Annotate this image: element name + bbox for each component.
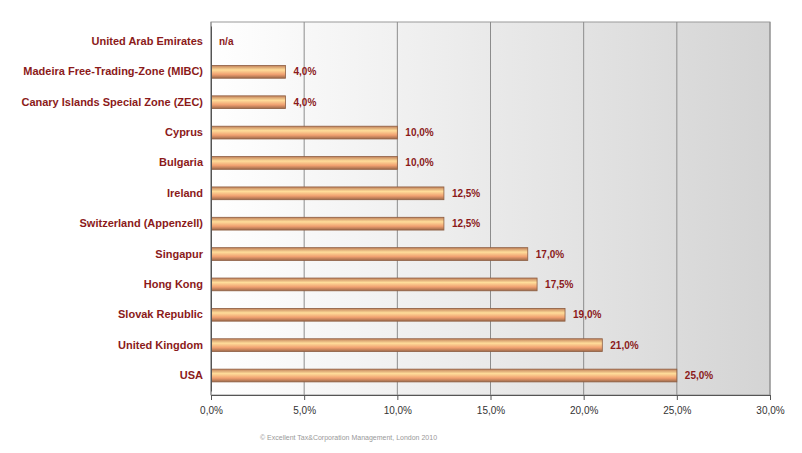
category-label: Singapur bbox=[155, 248, 203, 260]
data-label: 12,5% bbox=[452, 188, 480, 199]
category-label: United Kingdom bbox=[118, 339, 203, 351]
tick: Bulgaria bbox=[159, 156, 211, 168]
category-label: USA bbox=[180, 369, 203, 381]
data-label: 10,0% bbox=[405, 127, 433, 138]
bar bbox=[211, 248, 528, 261]
bar bbox=[211, 278, 537, 291]
tick: 20,0% bbox=[570, 395, 598, 416]
tick: 30,0% bbox=[756, 395, 784, 416]
tick-label: 30,0% bbox=[756, 405, 784, 416]
x-axis: 0,0% 5,0% 10,0% 15,0% 20,0% 25,0% 30,0% bbox=[200, 395, 785, 416]
grid-line bbox=[676, 22, 677, 395]
tick-mark bbox=[397, 395, 398, 400]
tick-label: 5,0% bbox=[293, 405, 316, 416]
tick-mark bbox=[304, 395, 305, 400]
category-label: Bulgaria bbox=[159, 156, 204, 168]
category-label: Cyprus bbox=[165, 126, 203, 138]
tick: 10,0% bbox=[384, 395, 412, 416]
data-label: 19,0% bbox=[573, 309, 601, 320]
data-label: 25,0% bbox=[685, 370, 713, 381]
category-label: Hong Kong bbox=[144, 278, 203, 290]
grid-line bbox=[211, 22, 212, 395]
tick: United Kingdom bbox=[118, 339, 211, 351]
tick-label: 25,0% bbox=[663, 405, 691, 416]
bar bbox=[211, 369, 677, 382]
data-label: n/a bbox=[219, 36, 234, 47]
axis-line bbox=[211, 27, 212, 392]
data-label: 10,0% bbox=[405, 157, 433, 168]
tick: 5,0% bbox=[293, 395, 316, 416]
tick-mark bbox=[770, 395, 771, 400]
category-label: Madeira Free-Trading-Zone (MIBC) bbox=[23, 65, 203, 77]
data-labels: n/a 4,0% 4,0% 10,0% 10,0% 12,5% 12,5% 17,0% 17,5… bbox=[219, 36, 713, 381]
bar bbox=[211, 308, 565, 321]
category-label: Slovak Republic bbox=[118, 308, 203, 320]
tick-label: 10,0% bbox=[384, 405, 412, 416]
data-label: 17,5% bbox=[545, 279, 573, 290]
tick: Canary Islands Special Zone (ZEC) bbox=[21, 96, 211, 108]
tick: 15,0% bbox=[477, 395, 505, 416]
annotation: © Excellent Tax&Corporation Management, … bbox=[260, 434, 437, 442]
data-label: 21,0% bbox=[610, 340, 638, 351]
tick-label: 15,0% bbox=[477, 405, 505, 416]
tick-label: 20,0% bbox=[570, 405, 598, 416]
plot-background bbox=[211, 22, 770, 395]
tick: Hong Kong bbox=[144, 278, 211, 290]
tick: Switzerland (Appenzell) bbox=[80, 217, 211, 229]
category-label: Switzerland (Appenzell) bbox=[80, 217, 204, 229]
tick-label: 0,0% bbox=[200, 405, 223, 416]
tick: 0,0% bbox=[200, 395, 223, 416]
chart: 0,0% 5,0% 10,0% 15,0% 20,0% 25,0% 30,0% United … bbox=[0, 0, 802, 453]
tick: USA bbox=[180, 369, 211, 381]
category-label: United Arab Emirates bbox=[92, 35, 203, 47]
bar bbox=[211, 157, 397, 170]
data-label: 17,0% bbox=[536, 249, 564, 260]
bar bbox=[211, 126, 397, 139]
tick: Singapur bbox=[155, 248, 211, 260]
bar bbox=[211, 217, 444, 230]
tick: Cyprus bbox=[165, 126, 211, 138]
tick: Ireland bbox=[167, 187, 211, 199]
category-label: Ireland bbox=[167, 187, 203, 199]
grid-line bbox=[770, 22, 771, 395]
tick-mark bbox=[491, 395, 492, 400]
bar bbox=[211, 187, 444, 200]
data-label: 12,5% bbox=[452, 218, 480, 229]
tick-mark bbox=[584, 395, 585, 400]
category-label: Canary Islands Special Zone (ZEC) bbox=[21, 96, 203, 108]
bar bbox=[211, 65, 286, 78]
grid bbox=[211, 22, 770, 395]
y-axis: United Arab Emirates Madeira Free-Trading… bbox=[21, 27, 211, 392]
tick-mark bbox=[677, 395, 678, 400]
bar bbox=[211, 96, 286, 109]
tick: 25,0% bbox=[663, 395, 691, 416]
bars bbox=[211, 65, 677, 381]
tick: United Arab Emirates bbox=[92, 35, 211, 47]
tick-mark bbox=[211, 395, 212, 400]
bar bbox=[211, 339, 602, 352]
data-label: 4,0% bbox=[294, 97, 317, 108]
tick: Madeira Free-Trading-Zone (MIBC) bbox=[23, 65, 211, 77]
data-label: 4,0% bbox=[294, 66, 317, 77]
tick: Slovak Republic bbox=[118, 308, 211, 320]
